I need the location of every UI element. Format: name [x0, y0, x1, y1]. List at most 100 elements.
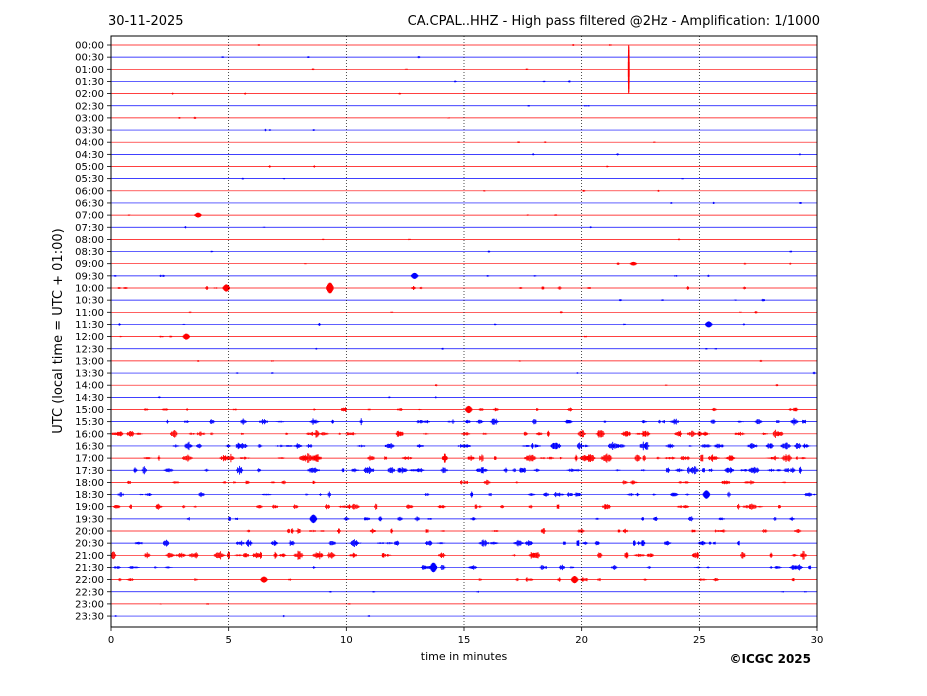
x-axis-ticks: 0 5 10 15 20 25 30 — [108, 627, 824, 646]
x-axis-label: time in minutes — [421, 650, 508, 663]
y-tick-label: 15:30 — [75, 417, 104, 428]
y-tick-label: 06:30 — [75, 198, 104, 209]
trace-1700 — [111, 453, 817, 463]
trace-1430 — [111, 396, 817, 399]
seismic-event — [326, 282, 334, 294]
y-tick-label: 01:00 — [75, 65, 104, 76]
y-tick-label: 20:30 — [75, 539, 104, 550]
trace-0700 — [111, 214, 817, 216]
y-tick-label: 06:00 — [75, 186, 104, 197]
x-tick-label: 5 — [225, 635, 231, 646]
trace-1330 — [111, 371, 817, 375]
y-tick-label: 03:30 — [75, 126, 104, 137]
seismic-event — [627, 45, 630, 94]
y-tick-label: 09:00 — [75, 259, 104, 270]
y-tick-label: 09:30 — [75, 271, 104, 282]
y-tick-label: 15:00 — [75, 405, 104, 416]
seismic-event — [309, 514, 318, 524]
seismic-event — [702, 490, 711, 499]
trace-1930 — [111, 516, 817, 522]
y-tick-label: 18:30 — [75, 490, 104, 501]
trace-0630 — [111, 201, 817, 204]
plot-frame — [110, 35, 818, 628]
y-tick-label: 11:30 — [75, 320, 104, 331]
y-tick-label: 14:30 — [75, 393, 104, 404]
seismic-event — [465, 405, 473, 414]
y-tick-label: 16:30 — [75, 441, 104, 452]
y-tick-label: 07:30 — [75, 223, 104, 234]
y-tick-label: 19:00 — [75, 502, 104, 513]
vertical-gridlines — [228, 36, 700, 627]
y-tick-label: 21:30 — [75, 563, 104, 574]
seismic-event — [194, 212, 202, 218]
seismic-event — [222, 284, 230, 292]
trace-1630 — [111, 441, 817, 451]
y-tick-label: 12:30 — [75, 344, 104, 355]
y-tick-label: 05:00 — [75, 162, 104, 173]
x-tick-label: 25 — [693, 635, 706, 646]
x-tick-label: 30 — [811, 635, 824, 646]
copyright-label: ©ICGC 2025 — [729, 652, 811, 666]
trace-1800 — [111, 479, 817, 485]
seismic-event — [182, 333, 190, 340]
seismic-traces — [110, 44, 817, 618]
y-tick-label: 10:00 — [75, 284, 104, 295]
trace-0930 — [111, 274, 817, 277]
y-tick-label: 04:00 — [75, 138, 104, 149]
x-tick-label: 20 — [575, 635, 588, 646]
y-tick-label: 04:30 — [75, 150, 104, 161]
y-tick-label: 02:00 — [75, 89, 104, 100]
y-tick-label: 02:30 — [75, 101, 104, 112]
trace-0600 — [111, 189, 817, 192]
date-label: 30-11-2025 — [108, 14, 184, 29]
trace-0500 — [111, 165, 817, 168]
y-tick-label: 18:00 — [75, 478, 104, 489]
y-tick-label: 16:00 — [75, 429, 104, 440]
y-tick-label: 14:00 — [75, 381, 104, 392]
trace-0330 — [111, 128, 817, 132]
y-tick-label: 01:30 — [75, 77, 104, 88]
trace-2330 — [111, 615, 817, 618]
trace-1530 — [111, 417, 817, 426]
trace-1730 — [111, 465, 817, 475]
trace-signal — [172, 441, 811, 451]
trace-1900 — [111, 503, 817, 510]
y-tick-label: 08:00 — [75, 235, 104, 246]
seismic-event — [429, 562, 438, 573]
y-tick-label: 03:00 — [75, 113, 104, 124]
seismic-event — [570, 576, 579, 584]
trace-1500 — [111, 407, 817, 412]
seismic-event — [629, 261, 638, 266]
trace-0830 — [111, 250, 817, 253]
trace-0430 — [111, 153, 817, 156]
trace-0800 — [111, 238, 817, 241]
y-tick-label: 17:00 — [75, 454, 104, 465]
y-tick-label: 23:30 — [75, 612, 104, 623]
y-tick-label: 05:30 — [75, 174, 104, 185]
y-tick-label: 00:00 — [75, 41, 104, 52]
y-tick-label: 00:30 — [75, 53, 104, 64]
y-tick-label: 22:00 — [75, 575, 104, 586]
trace-1830 — [111, 491, 817, 498]
seismic-event — [705, 321, 713, 328]
y-tick-label: 23:00 — [75, 599, 104, 610]
y-tick-label: 13:30 — [75, 369, 104, 380]
trace-1400 — [111, 384, 817, 387]
y-tick-label: 13:00 — [75, 356, 104, 367]
y-tick-label: 17:30 — [75, 466, 104, 477]
y-tick-label: 20:00 — [75, 527, 104, 538]
seismic-event — [410, 272, 419, 279]
y-tick-label: 19:30 — [75, 514, 104, 525]
y-tick-label: 07:00 — [75, 211, 104, 222]
x-tick-label: 10 — [340, 635, 353, 646]
trace-1600 — [110, 429, 817, 438]
y-tick-label: 10:30 — [75, 296, 104, 307]
trace-0530 — [111, 177, 817, 180]
x-tick-label: 0 — [108, 635, 114, 646]
trace-0400 — [111, 141, 817, 143]
y-tick-label: 22:30 — [75, 587, 104, 598]
y-tick-label: 21:00 — [75, 551, 104, 562]
chart-title: CA.CPAL..HHZ - High pass filtered @2Hz -… — [408, 14, 820, 29]
